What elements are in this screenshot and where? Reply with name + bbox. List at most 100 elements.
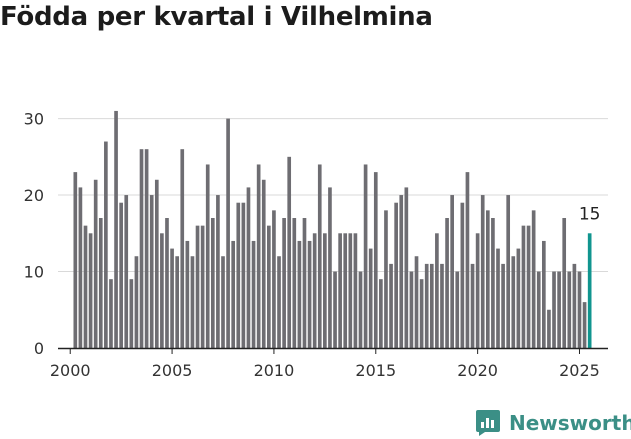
bar (104, 141, 108, 348)
x-tick-label: 2020 (457, 361, 498, 380)
bar (302, 218, 307, 348)
bar (460, 202, 465, 348)
bar (93, 179, 98, 348)
bar (114, 110, 118, 348)
bar (323, 233, 327, 348)
bar (226, 118, 230, 349)
bar (506, 195, 511, 348)
y-tick-label: 20 (24, 186, 44, 205)
bar (180, 149, 185, 348)
bar (521, 225, 526, 348)
bar (531, 210, 536, 348)
bar (409, 271, 414, 348)
bar (241, 202, 246, 348)
bar (317, 164, 322, 348)
bar (312, 233, 317, 348)
bar (470, 263, 475, 348)
bar (307, 240, 312, 348)
bar (261, 179, 266, 348)
bar (134, 256, 139, 348)
bar (552, 271, 556, 348)
bar (501, 263, 505, 348)
bar (210, 218, 215, 348)
bar (292, 218, 297, 348)
bar (582, 302, 587, 348)
bar (424, 263, 429, 348)
bar (83, 225, 88, 348)
bar (88, 233, 93, 348)
bar (526, 225, 531, 348)
bar (267, 225, 271, 348)
brand: Newsworthy (475, 408, 631, 438)
bar (251, 240, 256, 348)
bar (485, 210, 490, 348)
bar (404, 187, 409, 348)
bar (557, 271, 561, 348)
x-tick-label: 2025 (559, 361, 600, 380)
bar (480, 195, 485, 348)
bar (109, 279, 113, 348)
bar (195, 225, 200, 348)
bar (185, 240, 190, 348)
bar (119, 202, 123, 348)
bar (216, 195, 220, 348)
bar (475, 233, 480, 348)
bar (567, 271, 572, 348)
bar (373, 172, 378, 348)
bar (129, 279, 134, 348)
bar (516, 248, 521, 348)
bar (124, 195, 129, 348)
bar (542, 240, 546, 348)
bar (496, 248, 500, 348)
bar (455, 271, 460, 348)
bar (536, 271, 541, 348)
bar (445, 218, 449, 348)
bar (98, 218, 103, 348)
bar (236, 202, 241, 348)
y-tick-label: 30 (24, 110, 44, 129)
x-tick-label: 2000 (50, 361, 91, 380)
bar (572, 263, 577, 348)
bar (562, 218, 567, 348)
bar (287, 156, 292, 348)
bar (384, 210, 388, 348)
bar (139, 149, 144, 348)
bar (277, 256, 281, 348)
bar (170, 248, 174, 348)
bar (399, 195, 404, 348)
x-tick-label: 2010 (254, 361, 295, 380)
brand-name: Newsworthy (509, 411, 631, 435)
bar (358, 271, 363, 348)
y-tick-label: 10 (24, 263, 44, 282)
bar (389, 263, 393, 348)
bar (282, 218, 286, 348)
bar-highlight (587, 233, 592, 348)
bar (205, 164, 210, 348)
bar (328, 187, 332, 348)
bar (175, 256, 179, 348)
bar (154, 179, 159, 348)
bar (353, 233, 358, 348)
y-tick-label: 0 (34, 339, 44, 358)
bar (394, 202, 398, 348)
bar (511, 256, 516, 348)
bar (348, 233, 353, 348)
bar (200, 225, 205, 348)
bar (272, 210, 276, 348)
bar (440, 263, 444, 348)
bar (297, 240, 302, 348)
bar (414, 256, 419, 348)
x-tick-label: 2005 (152, 361, 193, 380)
bar (78, 187, 83, 348)
highlight-value-label: 15 (579, 204, 601, 224)
bar (429, 263, 434, 348)
bar (165, 218, 169, 348)
newsworthy-logo-icon (476, 410, 500, 436)
chart-title: Födda per kvartal i Vilhelmina (0, 2, 433, 32)
bar (450, 195, 454, 348)
bar (363, 164, 368, 348)
bar (73, 172, 78, 348)
bar (547, 309, 551, 348)
bar (465, 172, 470, 348)
